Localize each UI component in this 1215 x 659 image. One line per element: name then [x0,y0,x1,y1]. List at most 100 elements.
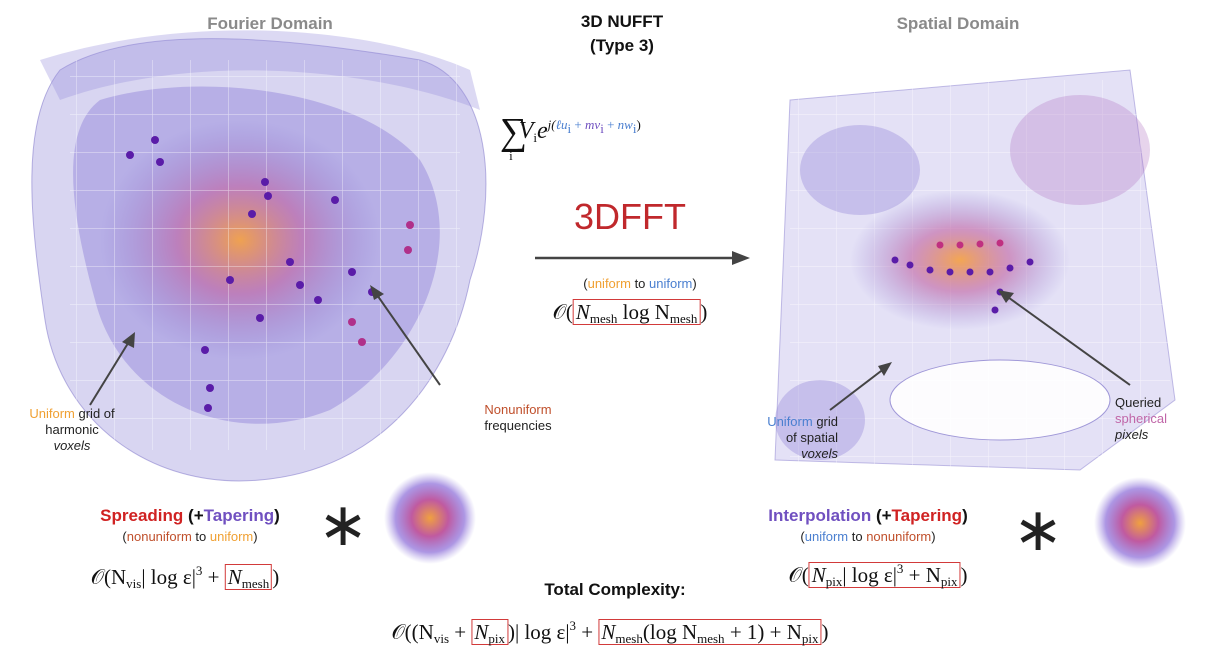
formula-part: uniform [588,276,631,291]
formula-part: to [848,529,866,544]
formula-part: + 1) + N [725,620,802,644]
fft-complexity: 𝒪(Nmesh log Nmesh) [553,300,708,327]
right-grid-note: Uniform grid of spatial voxels [720,414,838,462]
formula-part: nonuniform [127,529,192,544]
formula-part: vis [126,576,141,591]
formula-part: Uniform [767,414,813,429]
formula-part: voxels [29,438,114,454]
formula-part: harmonic [29,422,114,438]
formula-part: N [576,300,590,324]
formula-part: mesh [615,631,642,646]
formula-part: uniform [649,276,692,291]
fft-label: 3DFFT [574,196,686,238]
formula-part: ) [961,563,968,587]
sum-formula: ∑i Viej(ℓui + mvi + nwi) [500,110,641,164]
formula-part: mesh [590,311,617,326]
formula-part: pix [826,574,843,589]
term: ℓu [556,117,568,132]
formula-part: 𝒪( [788,563,808,587]
term: + [571,117,585,132]
formula-part: pix [488,631,505,646]
formula-part: grid of [75,406,115,421]
formula-part: + [449,620,471,644]
nufft-title-line: (Type 3) [581,34,663,58]
formula-part: to [631,276,649,291]
formula-part: nonuniform [866,529,931,544]
total-complexity: 𝒪((Nvis + Npix)| log ε|3 + Nmesh(log Nme… [391,618,828,647]
formula-part: grid [813,414,838,429]
formula-part: ) [962,506,968,525]
formula-part: mesh [697,631,724,646]
formula-part: N [228,565,242,589]
formula-part: (+ [871,506,891,525]
fft-arrow [535,251,750,265]
formula-part: to [192,529,210,544]
formula-part: vis [434,631,449,646]
term: mv [585,117,600,132]
formula-part: Queried [1115,395,1167,411]
formula-part: log N [617,300,670,324]
fft-note: (uniform to uniform) [583,276,696,292]
formula-part: )| log ε| [508,620,570,644]
spreading-complexity: 𝒪(Nvis| log ε|3 + Nmesh) [91,563,279,592]
formula-part: (+ [183,506,203,525]
formula-part: + N [903,563,941,587]
left-grid-note: Uniform grid of harmonic voxels [29,406,114,454]
interpolation-note: (uniform to nonuniform) [800,529,935,545]
term: ) [636,117,640,132]
spreading-note: (nonuniform to uniform) [122,529,257,545]
frequencies-note: Nonuniform frequencies [484,402,551,434]
formula-part: ) [931,529,935,544]
formula-part: Interpolation [768,506,871,525]
nufft-title: 3D NUFFT (Type 3) [581,10,663,58]
formula-part: ) [274,506,280,525]
formula-part: | log ε| [842,563,897,587]
formula-part: Tapering [204,506,275,525]
formula-part: ) [272,565,279,589]
formula-part: spherical [1115,411,1167,427]
formula-part: (log N [643,620,697,644]
formula-part: Uniform [29,406,75,421]
spatial-title: Spatial Domain [897,14,1020,34]
formula-part: N [812,563,826,587]
term: j( [548,117,556,132]
formula-part: mesh [670,311,697,326]
term: nw [618,117,633,132]
formula-part: ) [253,529,257,544]
sum-index: i [509,148,513,163]
formula-part: 𝒪( [553,300,573,324]
term: + [604,117,618,132]
formula-part: ) [822,620,829,644]
kernel-right [1094,477,1186,569]
formula-part: | log ε| [141,565,196,589]
total-title: Total Complexity: [544,580,685,600]
formula-part: + [576,620,598,644]
pixels-note: Queried spherical pixels [1115,395,1167,443]
formula-part: Nonuniform [484,402,551,418]
formula-part: ) [700,300,707,324]
formula-part: + [202,565,224,589]
formula-part: pix [802,631,819,646]
nufft-title-line: 3D NUFFT [581,10,663,34]
formula-part: uniform [805,529,848,544]
term: e [537,118,548,144]
convolution-operator: ∗ [318,490,368,560]
formula-part: Tapering [892,506,963,525]
formula-part: pixels [1115,427,1167,443]
formula-part: voxels [720,446,838,462]
formula-part: mesh [242,576,269,591]
formula-part: ) [692,276,696,291]
page: {"header": {"left": "Fourier Domain", "c… [0,0,1215,659]
formula-part: of spatial [720,430,838,446]
formula-part: uniform [210,529,253,544]
kernel-left [384,472,476,564]
spreading-title: Spreading (+Tapering) [100,506,280,526]
formula-part: Spreading [100,506,183,525]
formula-part: N [601,620,615,644]
convolution-operator: ∗ [1013,495,1063,565]
formula-part: 𝒪((N [391,620,433,644]
formula-part: frequencies [484,418,551,434]
formula-part: pix [941,574,958,589]
interpolation-complexity: 𝒪(Npix| log ε|3 + Npix) [788,561,967,590]
interpolation-title: Interpolation (+Tapering) [768,506,967,526]
